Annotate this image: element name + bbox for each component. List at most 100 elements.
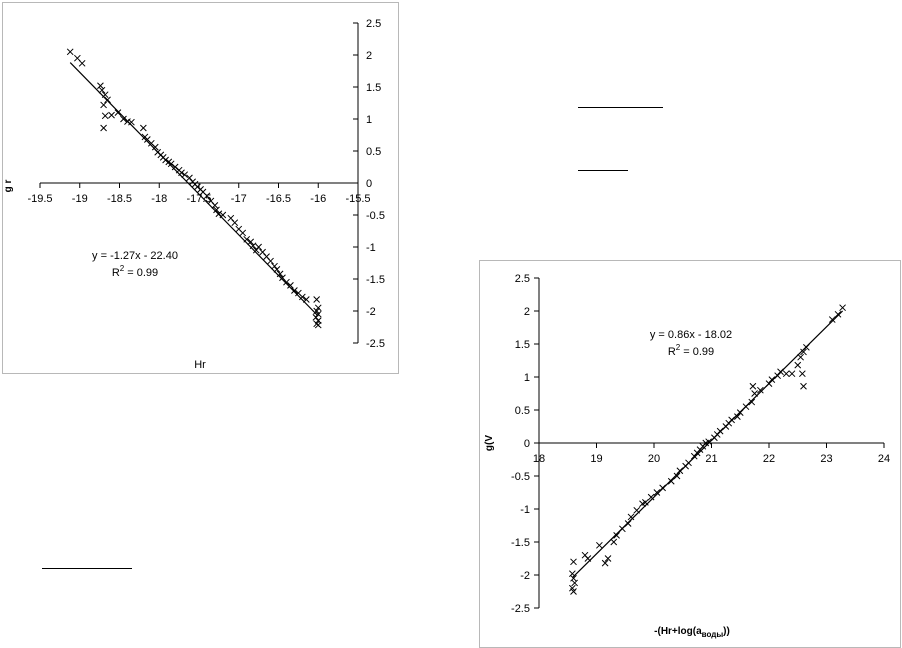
chart-1-data-point — [78, 59, 86, 67]
chart-2-data-point — [624, 520, 632, 527]
chart-1-y-tick-label: 1 — [366, 114, 372, 126]
chart-1-svg: -19.5 -19 -18.5 -18 -17.5 -17 -16.5 -16 -15.5 -2.… — [3, 18, 385, 371]
chart-1-data-point — [167, 160, 175, 168]
chart-1-y-tick-label: 1.5 — [366, 82, 381, 94]
chart-2-data-point — [757, 386, 764, 394]
chart-2-data-point — [794, 361, 802, 369]
chart-2-data-point — [749, 382, 757, 390]
chart-2-data-point — [800, 382, 807, 390]
chart-2-data-point — [647, 493, 655, 501]
chart-1-x-tick-label: -16.5 — [266, 193, 291, 205]
chart-2-svg: 18 19 20 21 22 23 24 -2.5 -2 -1.5 -1 -0.5 0 0.5 1 1.5 2 2… — [484, 273, 890, 639]
chart-2: 18 19 20 21 22 23 24 -2.5 -2 -1.5 -1 -0.5 0 0.5 1 1.5 2 2… — [479, 260, 901, 648]
chart-1: -19.5 -19 -18.5 -18 -17.5 -17 -16.5 -16 -15.5 -2.… — [2, 2, 399, 374]
chart-2-data-point — [619, 525, 626, 533]
chart-1-data-point — [171, 163, 179, 171]
chart-1-x-axis-label: Hr — [194, 359, 206, 371]
chart-2-data-point — [685, 459, 692, 467]
chart-2-y-tick-label: 2 — [524, 306, 530, 318]
chart-1-y-tick-label: 0.5 — [366, 146, 381, 158]
chart-2-trendline-equation: y = 0.86x - 18.02 — [650, 329, 732, 341]
chart-2-data-point — [613, 532, 620, 539]
chart-1-data-point — [139, 124, 147, 132]
chart-1-x-tick-label: -18.5 — [107, 193, 132, 205]
chart-2-data-point — [667, 477, 675, 485]
chart-2-data-point — [659, 484, 666, 492]
chart-2-x-tick-label: 24 — [878, 453, 890, 465]
chart-1-data-point — [231, 219, 239, 227]
chart-2-y-tick-label: 1.5 — [515, 339, 530, 351]
chart-1-data-point — [313, 296, 321, 303]
chart-2-y-tick-label: 1 — [524, 372, 530, 384]
chart-2-y-tick-label: -2.5 — [511, 603, 530, 615]
chart-2-data-point — [828, 316, 836, 323]
chart-1-data-point — [101, 112, 109, 120]
chart-1-data-point — [213, 206, 220, 214]
chart-1-y-tick-label: -1 — [366, 242, 376, 254]
chart-1-data-point — [114, 109, 122, 116]
chart-2-data-point — [765, 380, 773, 387]
chart-2-data-point — [604, 555, 612, 562]
decorative-underline — [578, 107, 663, 108]
chart-1-y-tick-label: 0 — [366, 178, 372, 190]
chart-2-data-point — [705, 438, 712, 446]
chart-2-y-axis-label: g(V — [484, 435, 495, 451]
chart-1-data-point — [267, 257, 274, 265]
chart-1-data-point — [178, 169, 185, 177]
chart-1-data-point — [181, 171, 189, 179]
chart-2-data-point — [716, 427, 724, 435]
chart-2-data-point — [748, 398, 756, 406]
chart-1-data-point — [287, 282, 294, 289]
chart-2-data-point — [633, 506, 641, 514]
chart-1-data-point — [283, 278, 290, 286]
chart-1-data-point — [239, 229, 247, 237]
chart-1-y-axis-label: g r — [3, 180, 14, 193]
chart-2-data-point — [736, 409, 744, 416]
chart-2-x-axis-label: -(Hr+log(aводы)) — [654, 626, 730, 639]
chart-2-y-tick-label: -1 — [520, 504, 530, 516]
chart-1-data-point — [162, 156, 169, 164]
chart-1-data-point — [314, 310, 322, 318]
chart-2-x-tick-label: 19 — [590, 453, 602, 465]
chart-2-data-point — [768, 376, 776, 383]
chart-2-data-point — [734, 413, 741, 420]
chart-2-data-point — [788, 370, 796, 378]
chart-1-data-point — [252, 246, 260, 254]
chart-1-data-point — [104, 96, 111, 104]
chart-1-y-tick-label: 2.5 — [366, 18, 381, 30]
chart-2-data-point — [596, 541, 603, 549]
chart-2-data-point — [728, 416, 735, 424]
chart-2-data-point — [570, 558, 577, 566]
chart-2-y-tick-label: 0 — [524, 438, 530, 450]
chart-1-data-point — [215, 210, 223, 218]
chart-2-y-tick-label: -2 — [520, 570, 530, 582]
chart-1-data-point — [120, 115, 127, 123]
chart-2-x-tick-label: 21 — [705, 453, 717, 465]
chart-2-data-point — [570, 588, 577, 595]
chart-2-y-tick-label: 0.5 — [515, 405, 530, 417]
chart-1-data-point — [291, 287, 298, 294]
chart-2-data-point — [751, 390, 758, 397]
chart-1-data-point — [98, 86, 106, 94]
chart-1-data-point — [298, 293, 306, 301]
chart-1-x-tick-label: -17.5 — [186, 193, 211, 205]
chart-2-y-tick-label: 2.5 — [515, 273, 530, 285]
chart-1-data-point — [247, 238, 255, 246]
chart-1-data-point — [273, 266, 281, 273]
chart-1-data-point — [100, 124, 107, 132]
chart-2-data-point — [798, 370, 806, 378]
chart-2-r-squared: R2 = 0.99 — [668, 343, 714, 358]
chart-1-x-tick-label: -19.5 — [27, 193, 52, 205]
chart-2-data-point — [774, 372, 781, 380]
chart-2-data-point — [653, 489, 661, 496]
chart-1-x-tick-label: -17 — [231, 193, 247, 205]
chart-1-y-tick-label: -2.5 — [366, 338, 385, 350]
decorative-underline — [578, 170, 628, 171]
chart-1-data-point — [100, 101, 107, 109]
chart-1-x-tick-label: -15.5 — [345, 193, 370, 205]
chart-2-data-point — [800, 348, 807, 356]
chart-1-data-point — [128, 118, 135, 126]
chart-2-x-tick-label: 23 — [820, 453, 832, 465]
chart-1-data-point — [255, 243, 262, 251]
chart-1-data-point — [203, 192, 211, 200]
